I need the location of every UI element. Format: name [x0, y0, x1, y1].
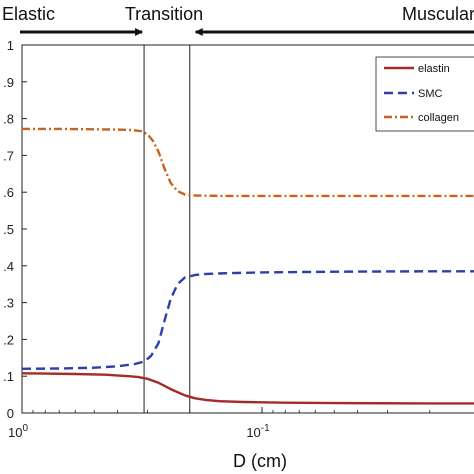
- series-line-smc: [21, 270, 474, 370]
- region-label-transition: Transition: [125, 4, 203, 24]
- y-tick-label: .4: [3, 259, 14, 274]
- region-labels: Elastic Transition Muscular: [2, 4, 474, 36]
- y-tick-label: .5: [3, 222, 14, 237]
- legend-label-elastin: elastin: [418, 63, 450, 75]
- y-tick-label: .7: [3, 148, 14, 163]
- x-axis-label: D (cm): [233, 451, 287, 471]
- series-line-collagen: [22, 127, 474, 198]
- x-tick-label: 10-1: [246, 423, 270, 440]
- y-tick-label: 0: [7, 406, 14, 421]
- y-axis: 0 .1 .2 .3 .4 .5 .6 .7 .8 .9 1: [3, 38, 27, 421]
- x-axis: 100 10-1: [8, 407, 431, 440]
- legend-label-smc: SMC: [418, 88, 443, 100]
- y-tick-label: .9: [3, 75, 14, 90]
- y-tick-label: 1: [7, 38, 14, 53]
- y-tick-label: .8: [3, 112, 14, 127]
- series-line-elastin: [21, 372, 474, 405]
- legend-label-collagen: collagen: [418, 112, 459, 124]
- y-tick-label: .3: [3, 296, 14, 311]
- legend: elastin SMC collagen: [375, 56, 474, 132]
- y-tick-label: .2: [3, 332, 14, 347]
- region-label-muscular: Muscular: [402, 4, 474, 24]
- region-label-elastic: Elastic: [2, 4, 55, 24]
- series-lines: [21, 127, 474, 405]
- y-tick-label: .1: [3, 369, 14, 384]
- y-tick-label: .6: [3, 185, 14, 200]
- region-dividers: [143, 45, 191, 413]
- x-tick-label: 100: [8, 423, 28, 440]
